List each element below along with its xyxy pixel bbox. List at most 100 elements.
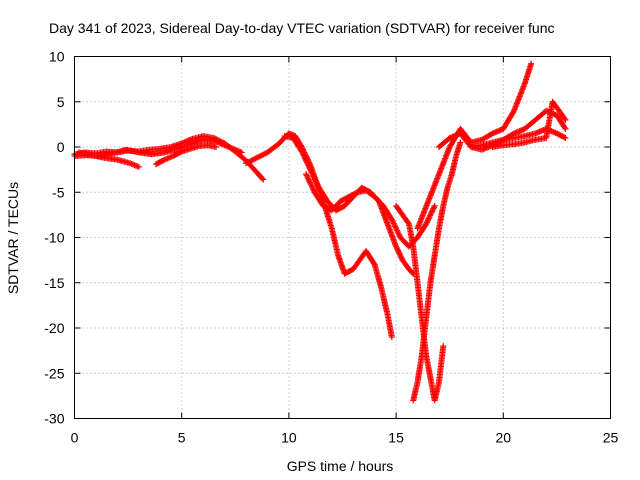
y-tick-labels: -30 -25 -20 -15 -10 -5 0 5 10 bbox=[44, 49, 64, 427]
data-point bbox=[304, 159, 311, 166]
data-point bbox=[247, 158, 254, 165]
data-point bbox=[306, 178, 313, 185]
series-arc-j bbox=[414, 60, 535, 232]
data-point bbox=[393, 244, 400, 251]
axis-ticks bbox=[74, 56, 611, 419]
data-point bbox=[253, 154, 260, 161]
y-tick-label: 0 bbox=[57, 139, 65, 155]
grid-lines bbox=[74, 56, 611, 419]
data-point bbox=[313, 180, 320, 187]
data-point bbox=[248, 157, 255, 164]
x-tick-label: 25 bbox=[603, 430, 619, 446]
data-point bbox=[562, 116, 569, 123]
data-point bbox=[396, 251, 403, 258]
data-point bbox=[425, 216, 432, 223]
data-point bbox=[394, 227, 401, 234]
data-point bbox=[308, 168, 314, 175]
y-tick-label: 5 bbox=[57, 94, 65, 110]
data-point bbox=[431, 204, 438, 211]
data-point bbox=[314, 181, 321, 188]
data-point bbox=[245, 158, 252, 165]
data-points bbox=[71, 60, 569, 404]
x-tick-label: 0 bbox=[71, 430, 79, 446]
data-point bbox=[312, 177, 319, 184]
data-point bbox=[213, 144, 220, 150]
x-tick-label: 5 bbox=[178, 430, 186, 446]
data-point bbox=[311, 174, 318, 181]
data-point bbox=[308, 169, 315, 176]
data-point bbox=[440, 343, 447, 350]
data-point bbox=[305, 175, 312, 182]
data-point bbox=[391, 221, 398, 228]
data-point bbox=[430, 205, 437, 212]
data-point bbox=[561, 124, 568, 131]
data-point bbox=[393, 226, 400, 233]
data-point bbox=[395, 230, 402, 237]
data-point bbox=[309, 172, 316, 179]
data-point bbox=[304, 161, 311, 168]
data-point bbox=[353, 189, 360, 196]
data-point bbox=[310, 173, 317, 180]
data-point bbox=[177, 149, 184, 156]
y-tick-label: -5 bbox=[52, 184, 65, 200]
data-point bbox=[425, 215, 432, 222]
data-point bbox=[305, 176, 312, 183]
data-point bbox=[457, 139, 464, 146]
data-point bbox=[396, 250, 403, 257]
data-point bbox=[390, 220, 397, 227]
data-point bbox=[313, 179, 320, 186]
data-point bbox=[394, 228, 401, 235]
y-tick-label: -10 bbox=[44, 230, 64, 246]
data-point bbox=[427, 211, 434, 218]
y-tick-label: -20 bbox=[44, 320, 64, 336]
data-point bbox=[251, 156, 258, 163]
data-point bbox=[301, 154, 308, 161]
data-point bbox=[311, 176, 318, 183]
data-point bbox=[370, 260, 377, 267]
data-point bbox=[423, 219, 430, 226]
data-point bbox=[307, 179, 314, 186]
data-point bbox=[259, 175, 266, 182]
data-point bbox=[261, 150, 268, 157]
data-point bbox=[424, 218, 431, 225]
data-point bbox=[488, 131, 495, 138]
y-tick-label: -30 bbox=[44, 411, 64, 427]
x-tick-label: 10 bbox=[281, 430, 297, 446]
data-point bbox=[528, 60, 535, 67]
data-point bbox=[303, 158, 310, 165]
series-arc-e bbox=[243, 130, 395, 341]
data-point bbox=[510, 109, 517, 116]
x-axis-label: GPS time / hours bbox=[287, 458, 394, 474]
data-point bbox=[561, 115, 568, 122]
data-point bbox=[303, 171, 310, 178]
y-tick-label: 10 bbox=[49, 49, 65, 65]
data-point bbox=[562, 125, 569, 132]
data-point bbox=[303, 172, 310, 179]
data-point bbox=[256, 153, 263, 160]
data-point bbox=[429, 207, 436, 214]
series-arc-c bbox=[75, 149, 142, 170]
data-point bbox=[561, 134, 568, 141]
data-point bbox=[304, 173, 311, 180]
data-point bbox=[308, 183, 315, 190]
data-point bbox=[307, 166, 314, 173]
data-point bbox=[426, 213, 433, 220]
data-point bbox=[255, 154, 262, 161]
data-point bbox=[310, 186, 317, 193]
data-point bbox=[427, 212, 434, 219]
data-point bbox=[308, 182, 315, 189]
data-point bbox=[388, 216, 395, 223]
data-point bbox=[238, 149, 245, 156]
data-point bbox=[396, 231, 403, 238]
data-point bbox=[309, 170, 316, 177]
data-point bbox=[398, 254, 405, 261]
data-point bbox=[395, 247, 402, 254]
series-arc-h bbox=[393, 202, 447, 404]
data-point bbox=[392, 223, 399, 230]
y-axis-label: SDTVAR / TECUs bbox=[5, 182, 21, 294]
data-point bbox=[309, 185, 316, 192]
data-point bbox=[307, 180, 314, 187]
series-arc-i bbox=[410, 139, 464, 404]
data-point bbox=[305, 162, 312, 169]
